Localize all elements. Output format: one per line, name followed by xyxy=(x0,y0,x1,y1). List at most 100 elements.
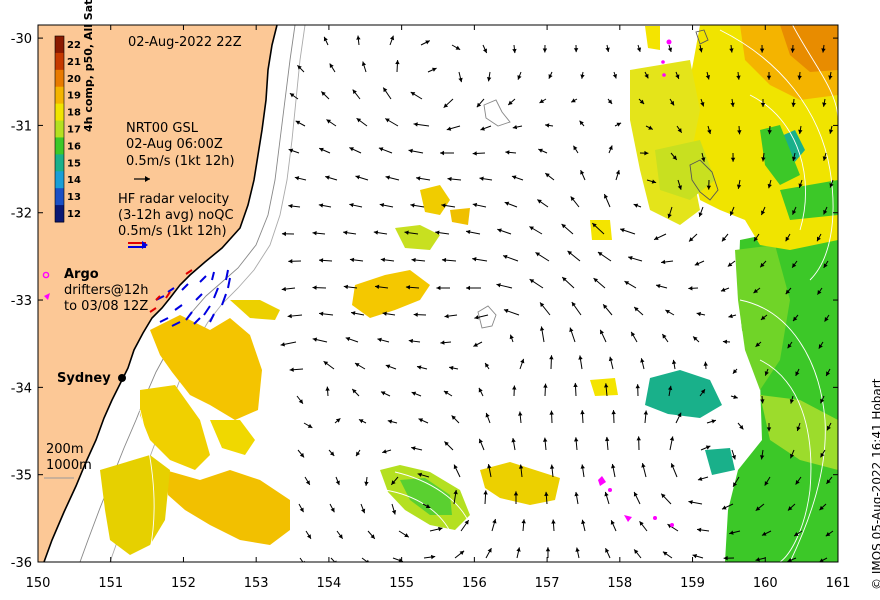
x-tick-label: 155 xyxy=(389,576,414,591)
velocity-arrow-head xyxy=(615,170,621,175)
x-axis: 150 151 152 153 154 155 156 157 158 159 160 161 xyxy=(26,25,851,591)
velocity-arrow-head xyxy=(518,411,523,416)
velocity-arrow-head xyxy=(294,176,300,181)
isobath-label-200m: 200m xyxy=(46,442,84,457)
velocity-arrow-head xyxy=(511,438,516,443)
colorbar-level-label: 13 xyxy=(67,192,81,203)
velocity-arrow-head xyxy=(511,175,517,180)
velocity-arrow-head xyxy=(605,47,610,52)
velocity-arrow-head xyxy=(578,355,583,360)
velocity-arrow-head xyxy=(543,383,548,388)
velocity-arrow-head xyxy=(404,533,409,538)
velocity-arrow-head xyxy=(446,126,452,131)
velocity-arrow-head xyxy=(567,250,573,256)
velocity-arrow-head xyxy=(391,510,397,515)
velocity-arrow-head xyxy=(483,490,488,495)
velocity-arrow-head xyxy=(562,277,567,282)
velocity-arrow-head xyxy=(307,423,313,428)
velocity-arrow-head xyxy=(701,157,706,162)
velocity-arrow-head xyxy=(473,342,478,347)
velocity-arrow-head xyxy=(700,101,705,107)
velocity-arrow-head xyxy=(425,504,431,508)
velocity-arrow-head xyxy=(472,202,478,208)
radar-label-3: 0.5m/s (1kt 12h) xyxy=(118,224,227,239)
velocity-arrow-head xyxy=(389,35,395,41)
velocity-arrow-head xyxy=(385,364,391,369)
velocity-arrow-head xyxy=(375,284,380,290)
velocity-arrow-head xyxy=(512,48,517,54)
velocity-arrow-head xyxy=(352,89,357,95)
velocity-arrow-head xyxy=(787,343,792,349)
velocity-arrow-head xyxy=(580,170,585,175)
velocity-arrow-head xyxy=(611,410,616,415)
velocity-arrow-head xyxy=(667,47,673,53)
colorbar-level-label: 18 xyxy=(67,108,81,119)
velocity-arrow-head xyxy=(791,156,797,162)
velocity-arrow-head xyxy=(504,201,510,206)
velocity-arrow-head xyxy=(343,230,348,235)
sydney-label: Sydney xyxy=(57,371,111,386)
y-tick-label: -35 xyxy=(11,469,32,484)
velocity-arrow-head xyxy=(760,399,765,404)
velocity-arrow-head xyxy=(325,386,330,391)
colorbar-swatch xyxy=(55,171,64,189)
velocity-arrow-head xyxy=(413,122,418,127)
velocity-arrow-head xyxy=(497,228,502,233)
velocity-arrow-head xyxy=(352,389,357,394)
velocity-arrow-head xyxy=(733,394,738,399)
velocity-arrow-head xyxy=(633,492,638,497)
velocity-arrow-head xyxy=(529,279,535,284)
velocity-arrow-head xyxy=(694,261,700,266)
plot-frame xyxy=(37,24,839,563)
velocity-arrow-head xyxy=(692,553,698,559)
velocity-arrow-head xyxy=(698,212,703,217)
velocity-arrow-head xyxy=(792,263,797,268)
velocity-arrow-head xyxy=(722,505,727,510)
colorbar-level-label: 19 xyxy=(67,91,81,102)
velocity-arrow-head xyxy=(795,371,800,376)
argo-drifters xyxy=(608,39,674,527)
velocity-arrow-head xyxy=(677,412,682,418)
velocity-arrow-head xyxy=(670,100,675,106)
velocity-arrow-head xyxy=(736,75,741,80)
x-tick-label: 161 xyxy=(826,576,851,591)
radar-label-2: (3-12h avg) noQC xyxy=(118,208,234,223)
colorbar-swatch xyxy=(55,137,64,155)
velocity-arrow-head xyxy=(356,118,362,123)
colorbar-swatch xyxy=(55,52,64,71)
y-tick-label: -34 xyxy=(11,381,32,396)
velocity-arrow-head xyxy=(385,175,390,180)
coastline xyxy=(43,25,278,562)
velocity-arrow-head xyxy=(295,120,301,125)
colorbar-level-label: 21 xyxy=(67,57,81,68)
x-tick-label: 158 xyxy=(607,576,632,591)
velocity-arrow-head xyxy=(549,464,555,469)
colorbar-swatch xyxy=(55,188,64,206)
velocity-arrow-head xyxy=(688,286,693,291)
velocity-arrow-head xyxy=(338,534,343,539)
velocity-arrow-head xyxy=(520,358,525,364)
velocity-arrow-head xyxy=(822,102,827,107)
velocity-arrow-head xyxy=(608,145,613,151)
velocity-arrow-head xyxy=(299,507,304,513)
velocity-arrow-head xyxy=(478,438,483,444)
velocity-arrow-head xyxy=(561,224,567,229)
velocity-arrow-head xyxy=(644,150,649,156)
velocity-arrow-head xyxy=(707,129,712,135)
colorbar-swatch xyxy=(55,205,64,223)
velocity-arrow-head xyxy=(482,48,487,53)
velocity-arrow-head xyxy=(478,387,483,393)
velocity-arrow-head xyxy=(373,230,379,235)
colorbar-frame xyxy=(54,35,65,223)
velocity-arrow-head xyxy=(503,308,509,314)
velocity-arrow-head xyxy=(417,472,423,477)
velocity-arrow-head xyxy=(631,331,636,337)
x-tick-label: 153 xyxy=(244,576,269,591)
velocity-arrow-head xyxy=(755,342,761,347)
argo-label: Argo xyxy=(64,267,99,282)
velocity-arrow-head xyxy=(828,75,833,80)
velocity-arrow-head xyxy=(472,151,477,156)
velocity-arrow-head xyxy=(361,508,366,514)
velocity-arrow-head xyxy=(281,231,286,237)
velocity-arrow-head xyxy=(639,99,645,104)
